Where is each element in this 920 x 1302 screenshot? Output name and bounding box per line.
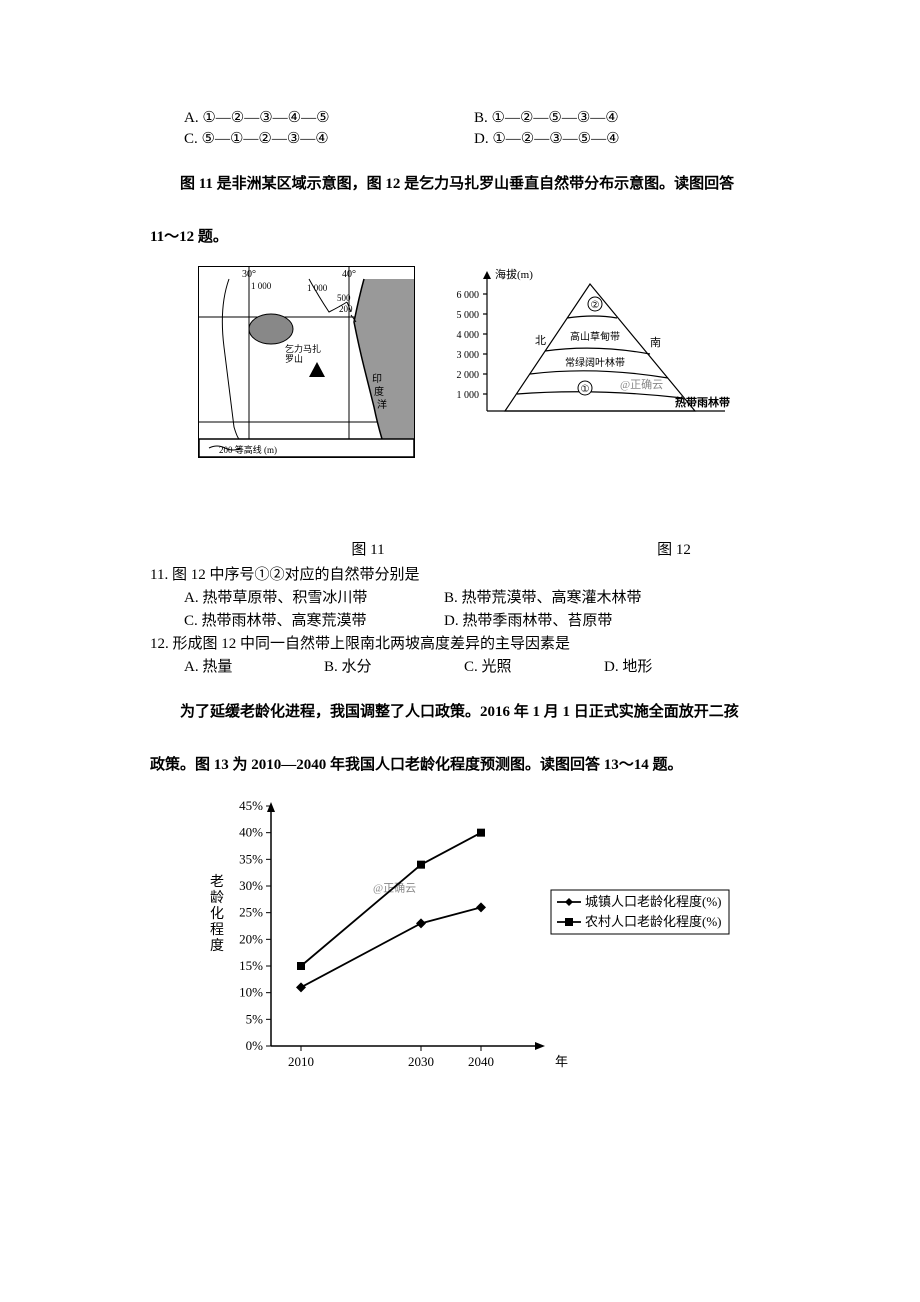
map-legend: 200 等高线 (m)	[219, 444, 277, 455]
q11-stem: 11. 图 12 中序号①②对应的自然带分别是	[150, 563, 782, 584]
svg-text:20%: 20%	[239, 931, 263, 946]
circ1: ①	[580, 384, 589, 395]
q12-B: B. 水分	[324, 655, 464, 676]
svg-text:度: 度	[210, 938, 224, 954]
wm12: @正确云	[620, 378, 663, 391]
intro-11-12-a: 图 11 是非洲某区域示意图，图 12 是乞力马扎罗山垂直自然带分布示意图。读图…	[150, 166, 782, 204]
svg-text:15%: 15%	[239, 958, 263, 973]
svg-text:程: 程	[210, 922, 224, 938]
q11-A: A. 热带草原带、积雪冰川带	[184, 586, 444, 607]
opt-C: C. ⑤—①—②—③—④	[184, 129, 474, 148]
svg-text:45%: 45%	[239, 798, 263, 813]
svg-text:30%: 30%	[239, 878, 263, 893]
fig12-zonation: 海拔(m) 6 000 5 000 4 000 3 000 2 000 1 00…	[435, 266, 735, 436]
q11-row1: A. 热带草原带、积雪冰川带 B. 热带荒漠带、高寒灌木林带	[150, 586, 782, 607]
q11-C: C. 热带雨林带、高寒荒漠带	[184, 609, 444, 630]
intro-11-12-b: 11～12 题。	[150, 219, 782, 257]
vz-yticks: 6 000 5 000 4 000 3 000 2 000 1 000	[456, 290, 487, 401]
mc-row-2: C. ⑤—①—②—③—④ D. ①—②—③—⑤—④	[150, 129, 782, 148]
svg-text:4 000: 4 000	[456, 330, 479, 341]
svg-text:年: 年	[555, 1054, 568, 1069]
q11-D: D. 热带季雨林带、苔原带	[444, 609, 704, 630]
svg-text:5 000: 5 000	[456, 310, 479, 321]
zone-alpine: 高山草甸带	[570, 330, 620, 343]
c1000b: 1 000	[307, 283, 328, 293]
svg-text:老: 老	[210, 874, 224, 890]
c200: 200	[339, 304, 353, 314]
opt-D: D. ①—②—③—⑤—④	[474, 129, 764, 148]
ocean2: 度	[374, 385, 384, 398]
svg-text:农村人口老龄化程度(%): 农村人口老龄化程度(%)	[585, 914, 722, 929]
lon-right: 40°	[342, 269, 356, 280]
figures-11-12: 30° 40° 0° 10° 1 000 1 000 500 200 乞力马扎 …	[150, 266, 782, 458]
opt-B: B. ①—②—⑤—③—④	[474, 108, 764, 127]
c1000a: 1 000	[251, 281, 272, 291]
svg-text:25%: 25%	[239, 905, 263, 920]
q12-stem: 12. 形成图 12 中同一自然带上限南北两坡高度差异的主导因素是	[150, 632, 782, 653]
q11-B: B. 热带荒漠带、高寒灌木林带	[444, 586, 704, 607]
q11-row2: C. 热带雨林带、高寒荒漠带 D. 热带季雨林带、苔原带	[150, 609, 782, 630]
svg-text:1 000: 1 000	[456, 390, 479, 401]
svg-text:40%: 40%	[239, 825, 263, 840]
fig11-map: 30° 40° 0° 10° 1 000 1 000 500 200 乞力马扎 …	[198, 266, 415, 458]
document-page: A. ①—②—③—④—⑤ B. ①—②—⑤—③—④ C. ⑤—①—②—③—④ D…	[0, 0, 920, 1164]
mc-row-1: A. ①—②—③—④—⑤ B. ①—②—⑤—③—④	[150, 108, 782, 127]
ocean1: 印	[372, 373, 382, 385]
svg-text:2010: 2010	[288, 1054, 314, 1069]
c500: 500	[337, 293, 351, 303]
south: 南	[650, 336, 661, 349]
zone-rainforest: 热带雨林带	[675, 395, 730, 409]
svg-text:6 000: 6 000	[456, 290, 479, 301]
zone-broadleaf: 常绿阔叶林带	[565, 356, 625, 369]
svg-text:2030: 2030	[408, 1054, 434, 1069]
svg-text:3 000: 3 000	[456, 350, 479, 361]
intro-13-14-a: 为了延缓老龄化进程，我国调整了人口政策。2016 年 1 月 1 日正式实施全面…	[150, 694, 782, 732]
fig11-caption: 图 11	[150, 538, 466, 559]
svg-text:2040: 2040	[468, 1054, 494, 1069]
q12-A: A. 热量	[184, 655, 324, 676]
svg-text:化: 化	[210, 906, 224, 922]
fig-captions: 图 11 图 12	[150, 538, 782, 559]
svg-text:2 000: 2 000	[456, 370, 479, 381]
svg-text:龄: 龄	[210, 890, 224, 906]
north: 北	[535, 334, 546, 347]
q12-D: D. 地形	[604, 655, 744, 676]
svg-text:35%: 35%	[239, 851, 263, 866]
svg-text:0%: 0%	[246, 1038, 264, 1053]
opt-A: A. ①—②—③—④—⑤	[184, 108, 474, 127]
fig12-caption: 图 12	[466, 538, 782, 559]
svg-text:5%: 5%	[246, 1011, 264, 1026]
q12-row: A. 热量 B. 水分 C. 光照 D. 地形	[150, 655, 782, 676]
svg-text:城镇人口老龄化程度(%): 城镇人口老龄化程度(%)	[585, 894, 722, 909]
lon-left: 30°	[242, 269, 256, 280]
ocean3: 洋	[377, 398, 387, 411]
fig13-chart: 45% 40% 35% 30% 25% 20% 15% 10% 5% 0% 老龄化程度 2010 203…	[196, 794, 736, 1084]
q12-C: C. 光照	[464, 655, 604, 676]
circ2: ②	[590, 300, 599, 311]
mt-name1: 乞力马扎	[285, 343, 321, 354]
svg-text:10%: 10%	[239, 985, 263, 1000]
mountain-icon	[309, 362, 325, 377]
fig13-wrap: 45% 40% 35% 30% 25% 20% 15% 10% 5% 0% 老龄化程度 2010 203…	[150, 794, 782, 1084]
intro-13-14-b: 政策。图 13 为 2010—2040 年我国人口老龄化程度预测图。读图回答 1…	[150, 747, 782, 785]
mt-name2: 罗山	[285, 354, 303, 364]
vz-ytitle: 海拔(m)	[495, 267, 533, 281]
